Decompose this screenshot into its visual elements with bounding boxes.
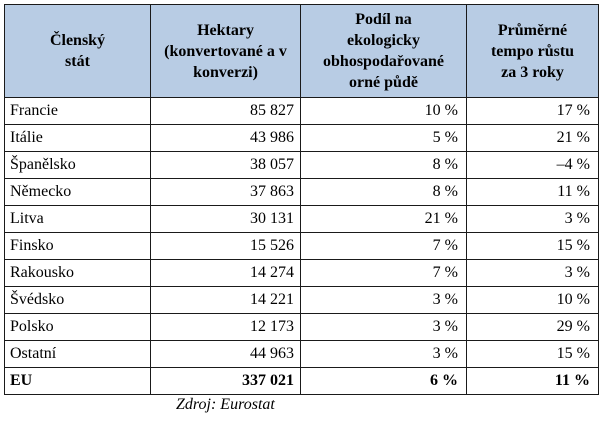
hectares-cell: 43 986	[150, 124, 301, 152]
header-line: konverzi)	[193, 63, 258, 81]
total-country-cell: EU	[4, 367, 151, 395]
table-row: Itálie 43 986 5 % 21 %	[4, 124, 599, 152]
country-cell: Finsko	[4, 232, 151, 260]
country-cell: Švédsko	[4, 286, 151, 314]
table-row: Švédsko 14 221 3 % 10 %	[4, 286, 599, 314]
share-cell: 21 %	[300, 205, 467, 233]
hectares-cell: 30 131	[150, 205, 301, 233]
total-row: EU 337 021 6 % 11 %	[4, 367, 599, 395]
share-cell: 5 %	[300, 124, 467, 152]
hectares-cell: 12 173	[150, 313, 301, 341]
table-row: Španělsko 38 057 8 % –4 %	[4, 151, 599, 179]
header-line: Hektary	[197, 21, 254, 39]
hectares-cell: 37 863	[150, 178, 301, 206]
total-hectares-cell: 337 021	[150, 367, 301, 395]
table-row: Německo 37 863 8 % 11 %	[4, 178, 599, 206]
growth-cell: 10 %	[466, 286, 599, 314]
header-growth: Průměrné tempo růstu za 3 roky	[466, 4, 599, 98]
hectares-cell: 44 963	[150, 340, 301, 368]
country-cell: Litva	[4, 205, 151, 233]
share-cell: 3 %	[300, 286, 467, 314]
country-cell: Rakousko	[4, 259, 151, 287]
growth-cell: 15 %	[466, 340, 599, 368]
table-row: Finsko 15 526 7 % 15 %	[4, 232, 599, 260]
growth-cell: 21 %	[466, 124, 599, 152]
header-line: orné půdě	[349, 74, 418, 91]
share-cell: 8 %	[300, 151, 467, 179]
table-row: Polsko 12 173 3 % 29 %	[4, 313, 599, 341]
header-hectares: Hektary (konvertované a v konverzi)	[150, 4, 301, 98]
share-cell: 10 %	[300, 97, 467, 125]
table-row: Litva 30 131 21 % 3 %	[4, 205, 599, 233]
header-line: za 3 roky	[501, 63, 564, 81]
table-row: Rakousko 14 274 7 % 3 %	[4, 259, 599, 287]
header-line: ekologicky	[347, 32, 420, 49]
country-cell: Německo	[4, 178, 151, 206]
table-header-row: Členský stát Hektary (konvertované a v k…	[4, 4, 599, 98]
header-line: Průměrné	[497, 21, 568, 39]
statistics-table: Členský stát Hektary (konvertované a v k…	[4, 4, 599, 395]
hectares-cell: 14 221	[150, 286, 301, 314]
header-line: stát	[65, 53, 90, 70]
header-line: Členský	[49, 32, 106, 49]
header-share: Podíl na ekologicky obhospodařované orné…	[300, 4, 467, 98]
country-cell: Francie	[4, 97, 151, 125]
growth-cell: 29 %	[466, 313, 599, 341]
share-cell: 7 %	[300, 232, 467, 260]
table-row: Ostatní 44 963 3 % 15 %	[4, 340, 599, 368]
header-line: obhospodařované	[323, 53, 444, 70]
growth-cell: 3 %	[466, 259, 599, 287]
header-line: (konvertované a v	[164, 42, 287, 60]
growth-cell: 3 %	[466, 205, 599, 233]
country-cell: Ostatní	[4, 340, 151, 368]
share-cell: 8 %	[300, 178, 467, 206]
share-cell: 3 %	[300, 313, 467, 341]
country-cell: Itálie	[4, 124, 151, 152]
hectares-cell: 85 827	[150, 97, 301, 125]
table-row: Francie 85 827 10 % 17 %	[4, 97, 599, 125]
hectares-cell: 15 526	[150, 232, 301, 260]
growth-cell: 15 %	[466, 232, 599, 260]
hectares-cell: 14 274	[150, 259, 301, 287]
growth-cell: 17 %	[466, 97, 599, 125]
growth-cell: –4 %	[466, 151, 599, 179]
share-cell: 3 %	[300, 340, 467, 368]
country-cell: Španělsko	[4, 151, 151, 179]
header-line: tempo růstu	[490, 42, 575, 60]
source-caption: Zdroj: Eurostat	[176, 396, 275, 413]
header-line: Podíl na	[355, 11, 412, 28]
total-growth-cell: 11 %	[466, 367, 599, 395]
total-share-cell: 6 %	[300, 367, 467, 395]
share-cell: 7 %	[300, 259, 467, 287]
hectares-cell: 38 057	[150, 151, 301, 179]
country-cell: Polsko	[4, 313, 151, 341]
header-member-state: Členský stát	[4, 4, 151, 98]
growth-cell: 11 %	[466, 178, 599, 206]
